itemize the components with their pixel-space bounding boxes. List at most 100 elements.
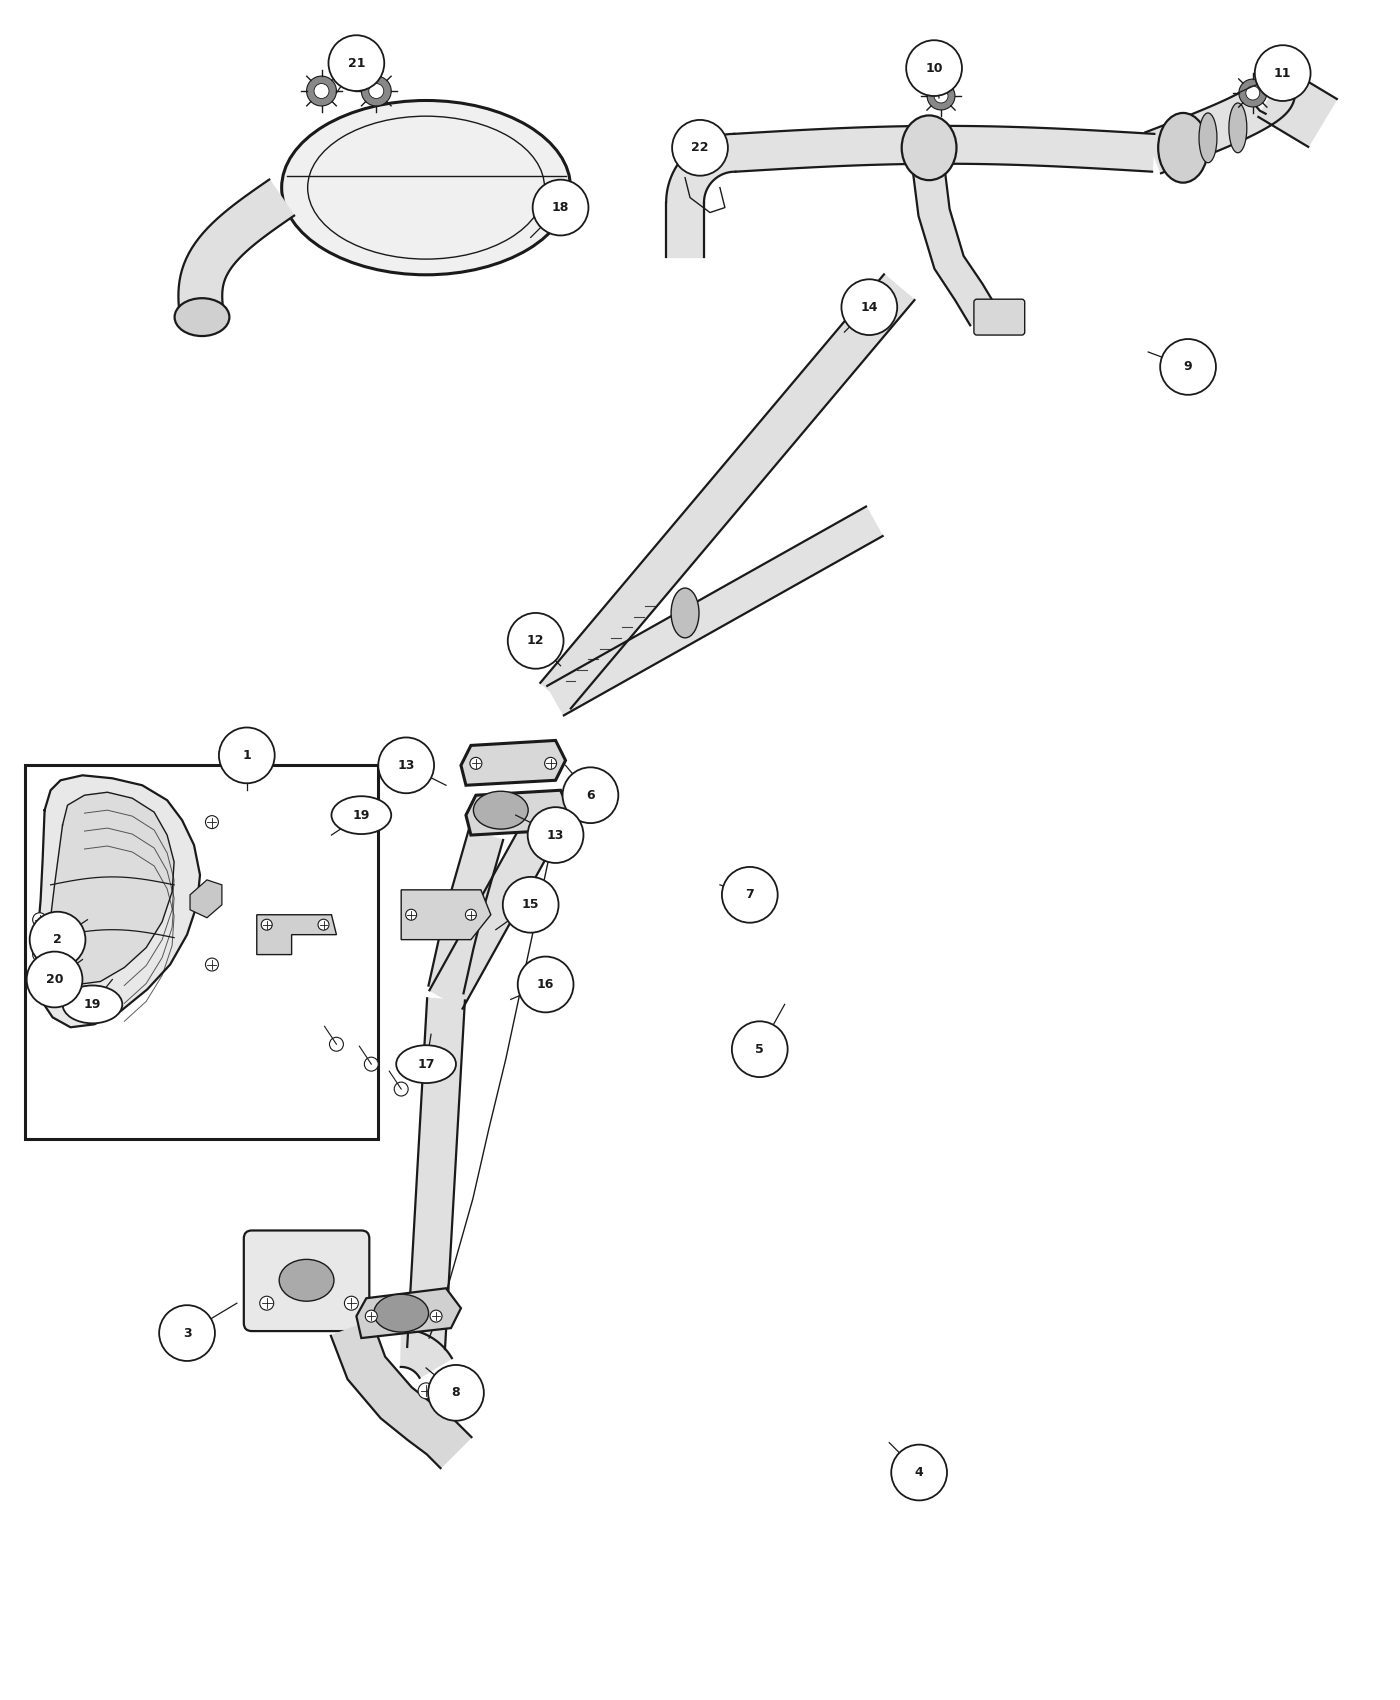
Circle shape bbox=[906, 41, 962, 95]
Ellipse shape bbox=[1158, 112, 1208, 182]
Polygon shape bbox=[428, 830, 503, 993]
Circle shape bbox=[470, 758, 482, 770]
Circle shape bbox=[528, 808, 584, 864]
Circle shape bbox=[32, 913, 46, 927]
Text: 11: 11 bbox=[1274, 66, 1291, 80]
Polygon shape bbox=[256, 915, 336, 955]
Circle shape bbox=[428, 1365, 484, 1421]
Circle shape bbox=[206, 959, 218, 971]
Circle shape bbox=[29, 911, 85, 967]
Ellipse shape bbox=[374, 1294, 428, 1333]
Circle shape bbox=[934, 88, 948, 104]
FancyBboxPatch shape bbox=[244, 1231, 370, 1331]
Polygon shape bbox=[357, 1289, 461, 1338]
Circle shape bbox=[368, 83, 384, 99]
Polygon shape bbox=[666, 202, 704, 257]
Text: 20: 20 bbox=[46, 972, 63, 986]
Bar bbox=[25, 765, 378, 1139]
Circle shape bbox=[364, 1057, 378, 1071]
Text: 18: 18 bbox=[552, 201, 570, 214]
Ellipse shape bbox=[63, 986, 122, 1023]
Circle shape bbox=[314, 83, 329, 99]
Polygon shape bbox=[1145, 73, 1295, 173]
Circle shape bbox=[927, 82, 955, 111]
Circle shape bbox=[722, 867, 777, 923]
Ellipse shape bbox=[473, 790, 528, 830]
Circle shape bbox=[532, 180, 588, 235]
Polygon shape bbox=[461, 741, 566, 785]
Ellipse shape bbox=[279, 1260, 335, 1300]
Text: 6: 6 bbox=[587, 789, 595, 802]
Polygon shape bbox=[35, 775, 200, 1027]
Polygon shape bbox=[540, 274, 914, 709]
Circle shape bbox=[329, 1037, 343, 1051]
Circle shape bbox=[1161, 338, 1217, 394]
Circle shape bbox=[419, 1382, 434, 1399]
Text: 10: 10 bbox=[925, 61, 942, 75]
Polygon shape bbox=[50, 792, 174, 984]
Circle shape bbox=[503, 877, 559, 933]
Text: 8: 8 bbox=[452, 1386, 461, 1399]
Circle shape bbox=[206, 816, 218, 828]
Text: 7: 7 bbox=[745, 889, 755, 901]
Ellipse shape bbox=[671, 588, 699, 638]
Text: 9: 9 bbox=[1184, 360, 1193, 374]
Circle shape bbox=[318, 920, 329, 930]
Circle shape bbox=[518, 957, 574, 1013]
Circle shape bbox=[465, 910, 476, 920]
Circle shape bbox=[218, 728, 274, 784]
Ellipse shape bbox=[396, 1046, 456, 1083]
Polygon shape bbox=[190, 881, 223, 918]
Ellipse shape bbox=[1229, 104, 1247, 153]
Circle shape bbox=[395, 1083, 409, 1096]
Circle shape bbox=[262, 920, 272, 930]
Text: 21: 21 bbox=[347, 56, 365, 70]
Text: 1: 1 bbox=[242, 750, 251, 762]
Ellipse shape bbox=[332, 796, 391, 835]
Polygon shape bbox=[430, 811, 563, 1008]
Text: 19: 19 bbox=[84, 998, 101, 1012]
Text: 12: 12 bbox=[526, 634, 545, 648]
Circle shape bbox=[732, 1022, 788, 1078]
Polygon shape bbox=[400, 1329, 452, 1377]
Text: 2: 2 bbox=[53, 933, 62, 947]
Circle shape bbox=[1239, 80, 1267, 107]
FancyBboxPatch shape bbox=[974, 299, 1025, 335]
Circle shape bbox=[406, 910, 417, 920]
Text: 4: 4 bbox=[914, 1465, 924, 1479]
Text: 3: 3 bbox=[183, 1326, 192, 1340]
Circle shape bbox=[545, 758, 557, 770]
Text: 19: 19 bbox=[353, 809, 370, 821]
Text: 15: 15 bbox=[522, 898, 539, 911]
Text: 22: 22 bbox=[692, 141, 708, 155]
Text: 13: 13 bbox=[398, 758, 414, 772]
Text: 13: 13 bbox=[547, 828, 564, 842]
Ellipse shape bbox=[281, 100, 571, 275]
Circle shape bbox=[160, 1306, 216, 1362]
Circle shape bbox=[672, 121, 728, 175]
Circle shape bbox=[307, 76, 336, 105]
Polygon shape bbox=[407, 998, 465, 1350]
Text: 14: 14 bbox=[861, 301, 878, 314]
Polygon shape bbox=[466, 790, 571, 835]
Polygon shape bbox=[402, 889, 491, 940]
Circle shape bbox=[428, 1057, 442, 1071]
Ellipse shape bbox=[902, 116, 956, 180]
Ellipse shape bbox=[175, 298, 230, 337]
Text: 5: 5 bbox=[756, 1042, 764, 1056]
Circle shape bbox=[365, 1311, 377, 1323]
Polygon shape bbox=[330, 1321, 472, 1469]
Polygon shape bbox=[1259, 70, 1337, 146]
Circle shape bbox=[32, 947, 46, 962]
Circle shape bbox=[361, 76, 391, 105]
Circle shape bbox=[563, 767, 619, 823]
Text: 16: 16 bbox=[538, 977, 554, 991]
Polygon shape bbox=[666, 134, 735, 204]
Polygon shape bbox=[178, 180, 294, 320]
Circle shape bbox=[260, 1295, 273, 1311]
Circle shape bbox=[1254, 46, 1310, 100]
Text: 17: 17 bbox=[417, 1057, 435, 1071]
Circle shape bbox=[329, 36, 384, 92]
Ellipse shape bbox=[1198, 112, 1217, 163]
Polygon shape bbox=[913, 170, 998, 325]
